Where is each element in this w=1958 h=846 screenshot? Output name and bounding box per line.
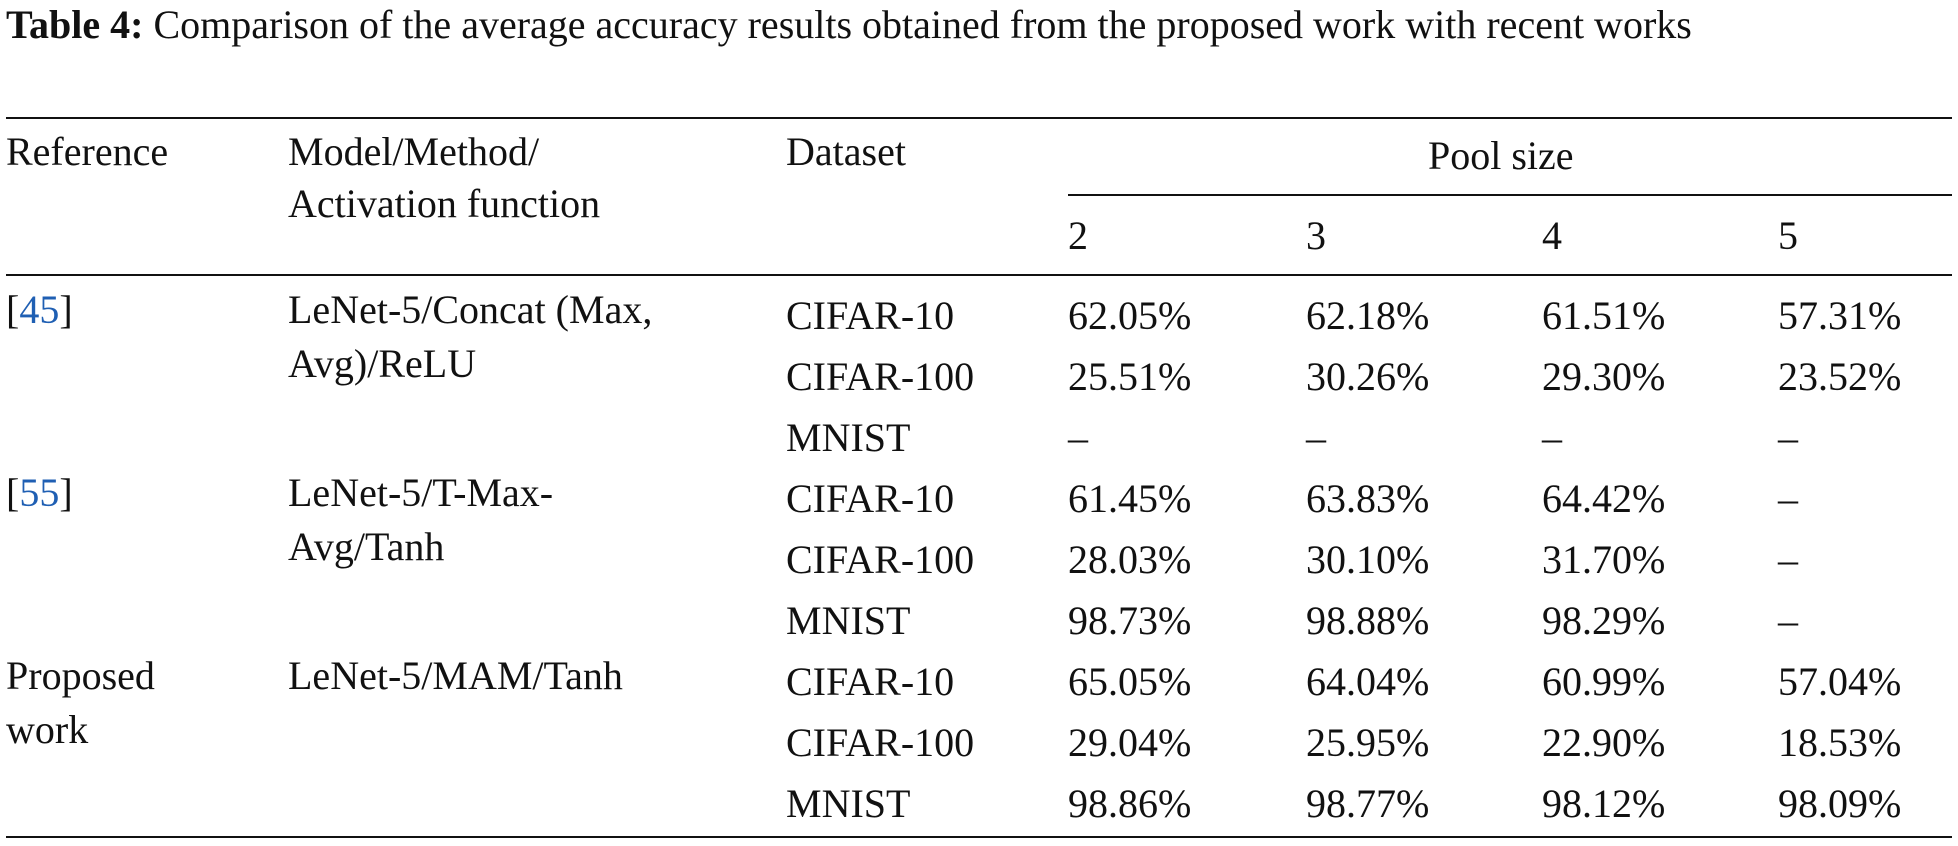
ref-bracket-open: [ xyxy=(6,287,20,332)
value-cell: 23.52% xyxy=(1778,354,1902,399)
value-cell: 62.05% xyxy=(1068,293,1192,338)
value-cell: 25.51% xyxy=(1068,354,1192,399)
dataset-cell: MNIST xyxy=(786,781,911,826)
value-cell: 18.53% xyxy=(1778,720,1902,765)
value-cell: 60.99% xyxy=(1542,659,1666,704)
header-dataset: Dataset xyxy=(786,129,906,174)
value-cell: 98.73% xyxy=(1068,598,1192,643)
model-line1: LeNet-5/Concat (Max, xyxy=(288,287,653,332)
value-cell: 98.86% xyxy=(1068,781,1192,826)
header-pool-5: 5 xyxy=(1778,213,1798,258)
reference-cell: [55] xyxy=(6,469,73,517)
ref-bracket-close: ] xyxy=(59,287,73,332)
value-cell: – xyxy=(1778,598,1798,643)
value-cell: 98.77% xyxy=(1306,781,1430,826)
value-cell: 57.04% xyxy=(1778,659,1902,704)
caption-label: Table 4: xyxy=(6,2,144,47)
header-pool-size: Pool size xyxy=(1428,133,1574,178)
value-cell: 65.05% xyxy=(1068,659,1192,704)
value-cell: – xyxy=(1778,476,1798,521)
value-cell: – xyxy=(1306,415,1326,460)
value-cell: 29.04% xyxy=(1068,720,1192,765)
reference-cell: [45] xyxy=(6,286,73,334)
value-cell: – xyxy=(1542,415,1562,460)
header-pool-2: 2 xyxy=(1068,213,1088,258)
value-cell: 61.51% xyxy=(1542,293,1666,338)
reference-line2: work xyxy=(6,707,89,752)
value-cell: – xyxy=(1778,415,1798,460)
dataset-cell: CIFAR-10 xyxy=(786,476,955,521)
value-cell: 98.12% xyxy=(1542,781,1666,826)
top-rule xyxy=(6,117,1952,119)
dataset-cell: CIFAR-100 xyxy=(786,354,975,399)
value-cell: 30.26% xyxy=(1306,354,1430,399)
value-cell: 29.30% xyxy=(1542,354,1666,399)
table-caption: Table 4: Comparison of the average accur… xyxy=(6,0,1956,50)
model-line1: LeNet-5/MAM/Tanh xyxy=(288,653,623,698)
value-cell: 22.90% xyxy=(1542,720,1666,765)
header-pool-4: 4 xyxy=(1542,213,1562,258)
value-cell: 63.83% xyxy=(1306,476,1430,521)
model-line2: Avg/Tanh xyxy=(288,524,445,569)
header-pool-3: 3 xyxy=(1306,213,1326,258)
value-cell: 98.88% xyxy=(1306,598,1430,643)
caption-text: Comparison of the average accuracy resul… xyxy=(143,2,1692,47)
value-cell: 30.10% xyxy=(1306,537,1430,582)
ref-bracket-close: ] xyxy=(59,470,73,515)
value-cell: 31.70% xyxy=(1542,537,1666,582)
value-cell: 98.09% xyxy=(1778,781,1902,826)
reference-line1: Proposed xyxy=(6,653,155,698)
pool-size-rule xyxy=(1068,194,1952,196)
dataset-cell: CIFAR-100 xyxy=(786,720,975,765)
dataset-cell: CIFAR-10 xyxy=(786,659,955,704)
dataset-cell: CIFAR-100 xyxy=(786,537,975,582)
value-cell: 57.31% xyxy=(1778,293,1902,338)
value-cell: 62.18% xyxy=(1306,293,1430,338)
citation-link[interactable]: 55 xyxy=(19,470,60,515)
model-line2: Avg)/ReLU xyxy=(288,341,477,386)
value-cell: 64.04% xyxy=(1306,659,1430,704)
header-reference: Reference xyxy=(6,129,169,174)
dataset-cell: MNIST xyxy=(786,598,911,643)
value-cell: 98.29% xyxy=(1542,598,1666,643)
bottom-rule xyxy=(6,836,1952,838)
model-line1: LeNet-5/T-Max- xyxy=(288,470,554,515)
value-cell: 64.42% xyxy=(1542,476,1666,521)
header-bottom-rule xyxy=(6,274,1952,276)
value-cell: 28.03% xyxy=(1068,537,1192,582)
citation-link[interactable]: 45 xyxy=(19,287,60,332)
header-model-line2: Activation function xyxy=(288,181,601,226)
ref-bracket-open: [ xyxy=(6,470,20,515)
value-cell: – xyxy=(1778,537,1798,582)
header-model-line1: Model/Method/ xyxy=(288,129,540,174)
dataset-cell: MNIST xyxy=(786,415,911,460)
value-cell: 25.95% xyxy=(1306,720,1430,765)
value-cell: – xyxy=(1068,415,1088,460)
value-cell: 61.45% xyxy=(1068,476,1192,521)
dataset-cell: CIFAR-10 xyxy=(786,293,955,338)
